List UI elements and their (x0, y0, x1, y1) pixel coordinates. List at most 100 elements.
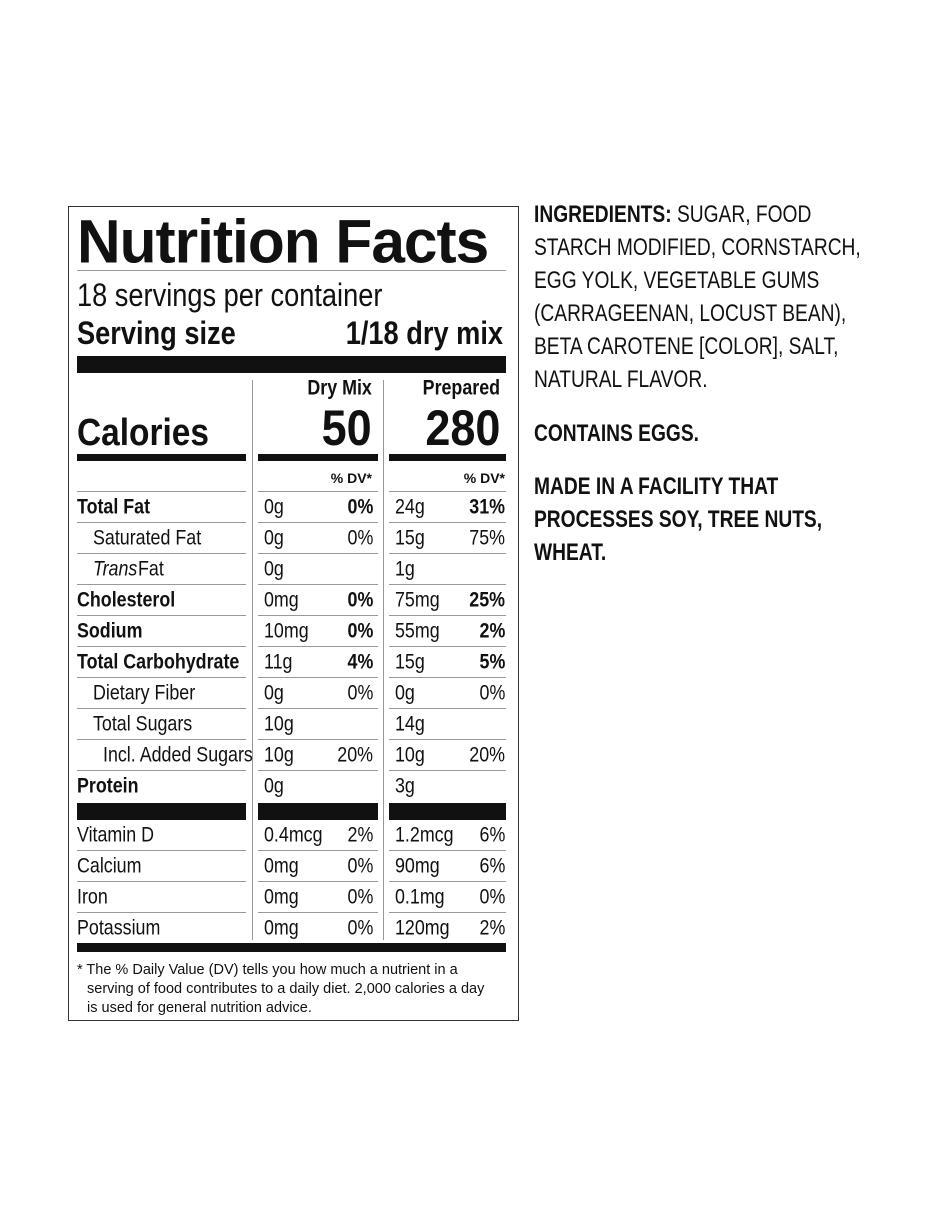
row-line (389, 646, 506, 647)
amount: 0mg (264, 588, 299, 612)
row-line (77, 912, 246, 913)
row-line (258, 708, 378, 709)
amount: 15g (395, 650, 425, 674)
nutrient-name: Total Fat (77, 495, 151, 519)
row-line (258, 739, 378, 740)
nutrient-name: Incl. Added Sugars (103, 743, 253, 767)
row-line (77, 850, 246, 851)
daily-value: 31% (469, 495, 505, 519)
daily-value: 0% (347, 854, 373, 878)
amount: 24g (395, 495, 425, 519)
daily-value: 0% (479, 885, 505, 909)
nutrient-name: Total Carbohydrate (77, 650, 240, 674)
servings: 18 servings per container (77, 277, 383, 313)
row-line (389, 912, 506, 913)
daily-value: 4% (347, 650, 373, 674)
daily-value: 0% (347, 495, 373, 519)
amount: 0mg (264, 916, 299, 940)
amount: 1g (395, 557, 415, 581)
nutrient-name: Calcium (77, 854, 142, 878)
nutrient-name: Sodium (77, 619, 143, 643)
row-line (258, 584, 378, 585)
row-line (77, 491, 246, 492)
amount: 0mg (264, 885, 299, 909)
row-line (77, 522, 246, 523)
rule-bar (258, 803, 378, 820)
column-divider (252, 380, 253, 940)
nutrient-name: Saturated Fat (93, 526, 202, 550)
serving-size-value: 1/18 dry mix (345, 315, 503, 351)
rule-bar (77, 356, 506, 373)
row-line (77, 770, 246, 771)
row-line (258, 677, 378, 678)
ingredients-label: INGREDIENTS: (534, 201, 672, 228)
amount: 0g (264, 495, 284, 519)
amount: 10g (264, 712, 294, 736)
amount: 10g (264, 743, 294, 767)
nutrient-name: Dietary Fiber (93, 681, 196, 705)
rule-bar (389, 803, 506, 820)
daily-value: 75% (469, 526, 505, 550)
row-line (258, 850, 378, 851)
row-line (77, 553, 246, 554)
daily-value: 0% (347, 885, 373, 909)
row-line (77, 270, 506, 271)
amount: 0g (264, 681, 284, 705)
ingredients: INGREDIENTS: SUGAR, FOOD STARCH MODIFIED… (534, 198, 878, 396)
calories-value: 280 (424, 400, 500, 456)
amount: 10mg (264, 619, 309, 643)
nutrient-name: Potassium (77, 916, 161, 940)
amount: 0g (264, 557, 284, 581)
daily-value: 2% (479, 916, 505, 940)
amount: 0mg (264, 854, 299, 878)
amount: 11g (264, 650, 293, 674)
row-line (389, 770, 506, 771)
nutrient-name: Protein (77, 774, 139, 798)
amount: 15g (395, 526, 425, 550)
rule-bar (77, 454, 246, 461)
amount: 75mg (395, 588, 440, 612)
row-line (389, 881, 506, 882)
nutrition-label (68, 206, 519, 1021)
row-line (77, 677, 246, 678)
rule-bar (258, 454, 378, 461)
rule-bar (389, 454, 506, 461)
column-header: Dry Mix (307, 376, 372, 400)
row-line (77, 708, 246, 709)
dv-header: % DV* (463, 470, 505, 486)
row-line (258, 770, 378, 771)
daily-value: 6% (479, 823, 505, 847)
daily-value: 20% (337, 743, 373, 767)
calories-value: 50 (321, 400, 372, 456)
row-line (77, 646, 246, 647)
amount: 0.1mg (395, 885, 445, 909)
amount: 10g (395, 743, 425, 767)
row-line (258, 881, 378, 882)
amount: 0g (264, 774, 284, 798)
row-line (389, 739, 506, 740)
amount: 120mg (395, 916, 450, 940)
facility: MADE IN A FACILITY THAT PROCESSES SOY, T… (534, 473, 823, 566)
daily-value: 6% (479, 854, 505, 878)
row-line (389, 677, 506, 678)
footnote: * The % Daily Value (DV) tells you how m… (77, 962, 485, 1016)
rule-bar (77, 803, 246, 820)
row-line (389, 615, 506, 616)
amount: 0g (264, 526, 284, 550)
row-line (389, 850, 506, 851)
row-line (258, 491, 378, 492)
amount: 0g (395, 681, 415, 705)
row-line (389, 708, 506, 709)
row-line (258, 646, 378, 647)
daily-value: 0% (347, 588, 373, 612)
rule-bar (77, 943, 506, 952)
nutrient-name: Cholesterol (77, 588, 176, 612)
amount: 1.2mcg (395, 823, 454, 847)
row-line (389, 522, 506, 523)
row-line (258, 912, 378, 913)
column-divider (383, 380, 384, 940)
row-line (389, 491, 506, 492)
label-title: Nutrition Facts (77, 207, 489, 276)
nutrient-name: Trans (93, 557, 138, 581)
